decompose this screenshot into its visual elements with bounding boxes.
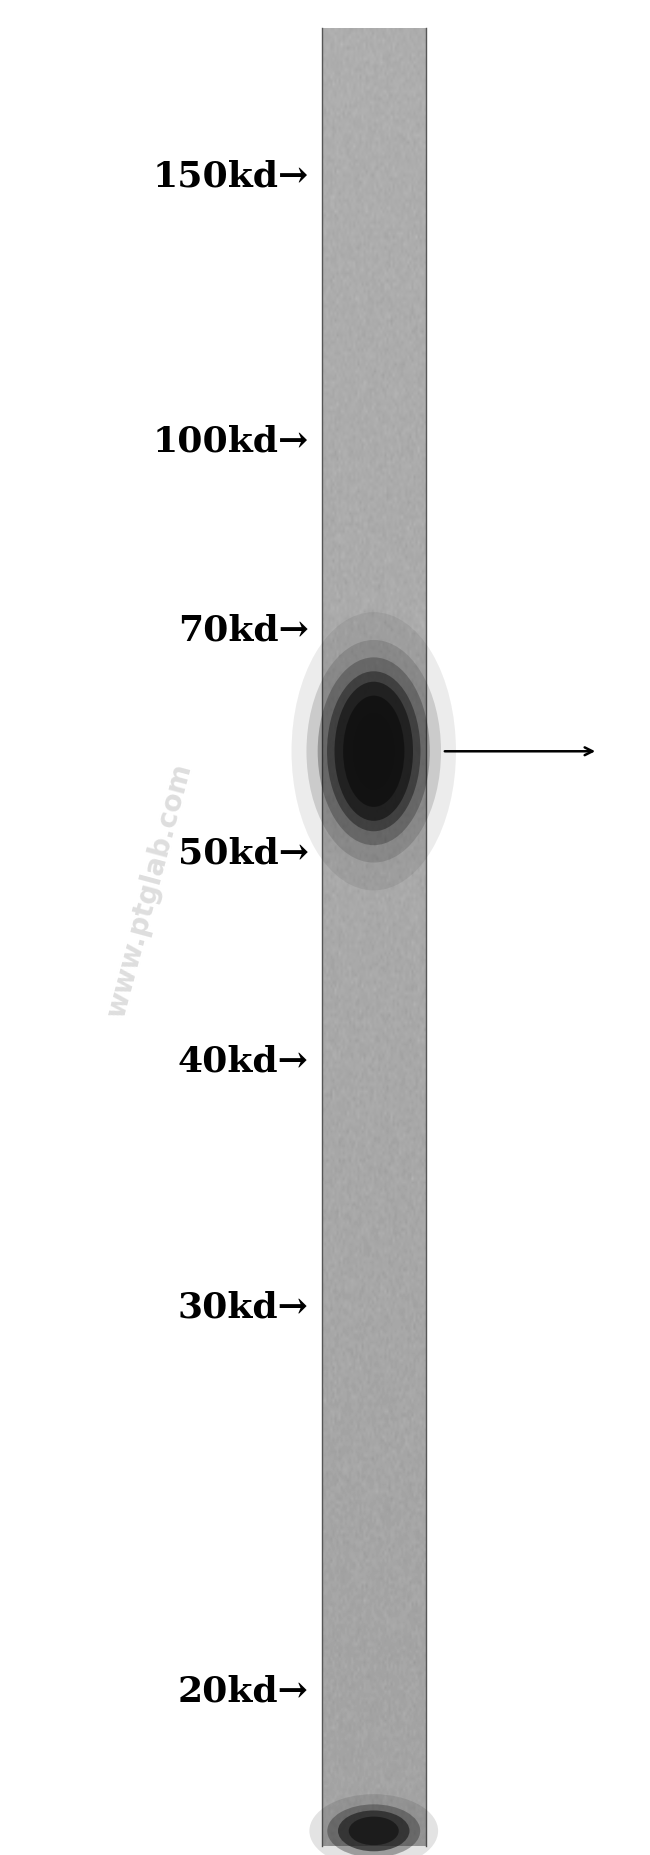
Ellipse shape (327, 672, 421, 831)
Ellipse shape (338, 1810, 410, 1851)
Text: 40kd→: 40kd→ (178, 1044, 309, 1078)
Text: 50kd→: 50kd→ (177, 837, 309, 870)
Ellipse shape (335, 681, 413, 820)
Ellipse shape (353, 712, 395, 790)
Ellipse shape (318, 657, 430, 846)
Text: 150kd→: 150kd→ (153, 160, 309, 193)
Text: 30kd→: 30kd→ (178, 1291, 309, 1324)
Text: www.ptglab.com: www.ptglab.com (102, 761, 197, 1020)
Text: 100kd→: 100kd→ (153, 425, 309, 458)
Ellipse shape (327, 1805, 420, 1855)
Ellipse shape (306, 640, 441, 863)
Text: 70kd→: 70kd→ (178, 614, 309, 647)
Ellipse shape (348, 1816, 398, 1846)
Ellipse shape (309, 1794, 438, 1855)
Ellipse shape (343, 696, 404, 807)
Ellipse shape (291, 612, 456, 890)
Text: 20kd→: 20kd→ (178, 1675, 309, 1708)
